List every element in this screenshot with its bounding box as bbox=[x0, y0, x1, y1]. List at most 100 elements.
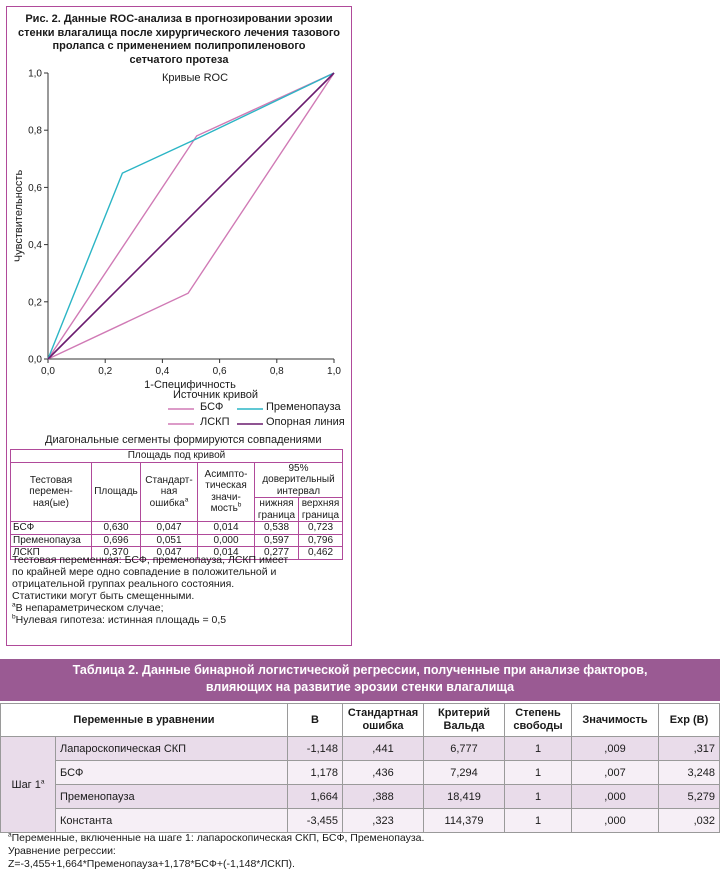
y-tick-label: 0,2 bbox=[28, 297, 42, 308]
table-row: Шаг 1a Лапароскопическая СКП -1,148 ,441… bbox=[0, 736, 720, 833]
header-text: мость bbox=[210, 503, 238, 515]
note-line: Уравнение регрессии: bbox=[8, 845, 116, 857]
cell-variable: Пременопауза bbox=[10, 533, 92, 547]
note-line: Тестовая переменная: БСФ, пременопауза, … bbox=[12, 554, 289, 566]
header-text: свободы bbox=[513, 720, 563, 732]
header-text: интервал bbox=[276, 485, 321, 497]
cell-b: 1,664 bbox=[287, 784, 343, 809]
roc-series-lskp bbox=[47, 72, 335, 360]
note-line: по крайней мере одно совпадение в положи… bbox=[12, 566, 277, 578]
cell-variable: БСФ bbox=[55, 760, 288, 785]
cell-area: 0,696 bbox=[91, 533, 141, 547]
footnote-mark: a bbox=[40, 777, 45, 785]
figure-frame bbox=[6, 6, 352, 646]
title-line: Таблица 2. Данные бинарной логистической… bbox=[72, 663, 648, 677]
note-line: отрицательной группах реального состояни… bbox=[12, 578, 235, 590]
header-exp: Exp (B) bbox=[658, 703, 720, 737]
footnote-mark: a bbox=[12, 601, 16, 609]
cell-sig: ,000 bbox=[571, 784, 659, 809]
header-text: значи- bbox=[211, 491, 241, 503]
roc-series-reference bbox=[47, 72, 335, 360]
table-row: ЛСКП 0,370 0,047 0,014 0,277 0,462 bbox=[10, 546, 343, 560]
cell-lower: 0,597 bbox=[254, 533, 299, 547]
cell-df: 1 bbox=[504, 808, 572, 833]
header-text: Стандарт- bbox=[145, 474, 193, 486]
cell-wald: 7,294 bbox=[423, 760, 505, 785]
cell-exp: 5,279 bbox=[658, 784, 720, 809]
header-text: Асимпто- bbox=[204, 468, 248, 480]
cell-upper: 0,723 bbox=[298, 521, 343, 535]
header-text: ошибка bbox=[149, 497, 185, 509]
cell-wald: 18,419 bbox=[423, 784, 505, 809]
header-vars: Переменные в уравнении bbox=[0, 703, 288, 737]
title-line: влияющих на развитие эрозии стенки влага… bbox=[205, 680, 515, 694]
header-text: Тестовая bbox=[29, 474, 73, 486]
cell-df: 1 bbox=[504, 760, 572, 785]
y-tick-label: 0,6 bbox=[28, 183, 42, 194]
header-text: 95% bbox=[288, 462, 309, 474]
note-a: aВ непараметрическом случае; bbox=[12, 602, 342, 614]
regression-table: Переменные в уравнении B Стандартная оши… bbox=[0, 703, 720, 833]
roc-lines bbox=[47, 72, 335, 360]
footnote-mark: a bbox=[8, 831, 12, 839]
cell-exp: 3,248 bbox=[658, 760, 720, 785]
cell-df: 1 bbox=[504, 736, 572, 761]
cell-b: 1,178 bbox=[287, 760, 343, 785]
caption-line: пролапса с применением полипропиленового bbox=[52, 40, 306, 52]
figure-caption: Рис. 2. Данные ROC-анализа в прогнозиров… bbox=[14, 13, 344, 67]
header-text: нижняя bbox=[259, 498, 294, 509]
chart-title: Кривые ROC bbox=[162, 72, 228, 84]
cell-wald: 6,777 bbox=[423, 736, 505, 761]
cell-df: 1 bbox=[504, 784, 572, 809]
header-df: Степень свободы bbox=[504, 703, 572, 737]
header-ci: 95% доверительный интервал bbox=[254, 461, 343, 498]
cell-sig: 0,014 bbox=[197, 521, 255, 535]
cell-se: ,436 bbox=[342, 760, 424, 785]
cell-area: 0,370 bbox=[91, 546, 141, 560]
cell-lower: 0,538 bbox=[254, 521, 299, 535]
cell-sig: ,000 bbox=[571, 808, 659, 833]
note-line: Статистики могут быть смещенными. bbox=[12, 590, 195, 602]
cell-variable: Константа bbox=[55, 808, 288, 833]
header-se: Стандартная ошибка bbox=[342, 703, 424, 737]
cell-se: ,441 bbox=[342, 736, 424, 761]
note-line: aПеременные, включенные на шаге 1: лапар… bbox=[8, 832, 424, 845]
y-tick-label: 0,0 bbox=[28, 355, 42, 366]
note-text: В непараметрическом случае; bbox=[15, 602, 164, 614]
cell-variable: Пременопауза bbox=[55, 784, 288, 809]
footnote-mark: b bbox=[237, 501, 242, 509]
note-text: Переменные, включенные на шаге 1: лапаро… bbox=[11, 832, 425, 844]
note-text: Нулевая гипотеза: истинная площадь = 0,5 bbox=[15, 614, 227, 626]
header-variable: Тестовая перемен- ная(ые) bbox=[10, 461, 92, 522]
footnote-mark: a bbox=[184, 496, 189, 504]
auc-table-title: Площадь под кривой bbox=[10, 449, 343, 463]
caption-line: Рис. 2. Данные ROC-анализа в прогнозиров… bbox=[25, 13, 333, 25]
header-text: ошибка bbox=[362, 720, 404, 732]
cell-area: 0,630 bbox=[91, 521, 141, 535]
header-text: Вальда bbox=[443, 720, 485, 732]
roc-axes: 0,0 0,2 0,4 0,6 0,8 1,0 0,0 0,2 0,4 0,6 0,8 1,0 bbox=[28, 69, 341, 378]
roc-series-menopause bbox=[47, 72, 335, 360]
table2-notes: aПеременные, включенные на шаге 1: лапар… bbox=[8, 832, 424, 871]
table2-title: Таблица 2. Данные бинарной логистической… bbox=[0, 659, 720, 701]
x-tick-label: 0,2 bbox=[98, 366, 112, 377]
header-asym: Асимпто- тическая значи- мостьb bbox=[197, 461, 255, 522]
caption-line: сетчатого протеза bbox=[129, 53, 229, 66]
header-wald: Критерий Вальда bbox=[423, 703, 505, 737]
cell-se: ,388 bbox=[342, 784, 424, 809]
step-label: Шаг 1 bbox=[11, 778, 41, 791]
note-line: Z=-3,455+1,664*Пременопауза+1,178*БСФ+(-… bbox=[8, 858, 295, 870]
roc-series-bsf bbox=[47, 72, 335, 360]
x-tick-label: 0,4 bbox=[155, 366, 169, 377]
header-text: доверительный bbox=[262, 474, 335, 485]
figure-notes: Тестовая переменная: БСФ, пременопауза, … bbox=[12, 554, 342, 626]
header-stderr: Стандарт- ная ошибкаa bbox=[140, 461, 198, 522]
footnote-mark: b bbox=[12, 613, 16, 621]
table-row: БСФ 1,178 ,436 7,294 1 ,007 3,248 bbox=[1, 760, 720, 785]
header-text: Степень bbox=[515, 707, 561, 719]
auc-table: Площадь под кривой Тестовая перемен- ная… bbox=[10, 449, 343, 560]
table-row: БСФ 0,630 0,047 0,014 0,538 0,723 bbox=[10, 521, 343, 535]
header-text: ная bbox=[160, 486, 178, 497]
cell-stderr: 0,047 bbox=[140, 521, 198, 535]
header-text: перемен- bbox=[29, 486, 73, 497]
